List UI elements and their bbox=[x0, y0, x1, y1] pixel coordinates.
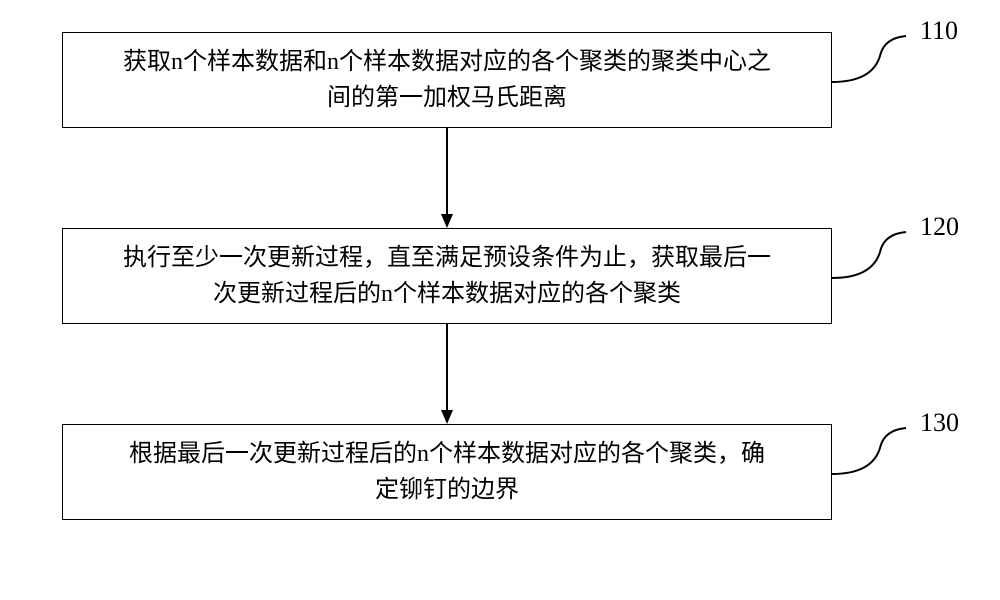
step-text-130: 根据最后一次更新过程后的n个样本数据对应的各个聚类，确 定铆钉的边界 bbox=[129, 436, 765, 508]
callout-110 bbox=[832, 34, 912, 106]
callout-120 bbox=[832, 230, 912, 302]
arrow-110-120-head bbox=[441, 214, 453, 228]
step-130-line2: 定铆钉的边界 bbox=[375, 477, 519, 503]
step-label-120: 120 bbox=[920, 212, 959, 242]
step-box-110: 获取n个样本数据和n个样本数据对应的各个聚类的聚类中心之 间的第一加权马氏距离 bbox=[62, 32, 832, 128]
flowchart-container: 获取n个样本数据和n个样本数据对应的各个聚类的聚类中心之 间的第一加权马氏距离 … bbox=[0, 0, 1000, 600]
step-110-line1: 获取n个样本数据和n个样本数据对应的各个聚类的聚类中心之 bbox=[123, 49, 771, 75]
step-120-line2: 次更新过程后的n个样本数据对应的各个聚类 bbox=[213, 281, 681, 307]
step-box-130: 根据最后一次更新过程后的n个样本数据对应的各个聚类，确 定铆钉的边界 bbox=[62, 424, 832, 520]
step-130-line1: 根据最后一次更新过程后的n个样本数据对应的各个聚类，确 bbox=[129, 441, 765, 467]
callout-130 bbox=[832, 426, 912, 498]
step-label-110: 110 bbox=[920, 16, 958, 46]
arrow-120-130-head bbox=[441, 410, 453, 424]
step-120-line1: 执行至少一次更新过程，直至满足预设条件为止，获取最后一 bbox=[123, 245, 771, 271]
step-text-120: 执行至少一次更新过程，直至满足预设条件为止，获取最后一 次更新过程后的n个样本数… bbox=[123, 240, 771, 312]
arrow-110-120-line bbox=[446, 128, 448, 214]
step-label-130: 130 bbox=[920, 408, 959, 438]
step-text-110: 获取n个样本数据和n个样本数据对应的各个聚类的聚类中心之 间的第一加权马氏距离 bbox=[123, 44, 771, 116]
arrow-120-130-line bbox=[446, 324, 448, 410]
step-110-line2: 间的第一加权马氏距离 bbox=[327, 85, 567, 111]
step-box-120: 执行至少一次更新过程，直至满足预设条件为止，获取最后一 次更新过程后的n个样本数… bbox=[62, 228, 832, 324]
